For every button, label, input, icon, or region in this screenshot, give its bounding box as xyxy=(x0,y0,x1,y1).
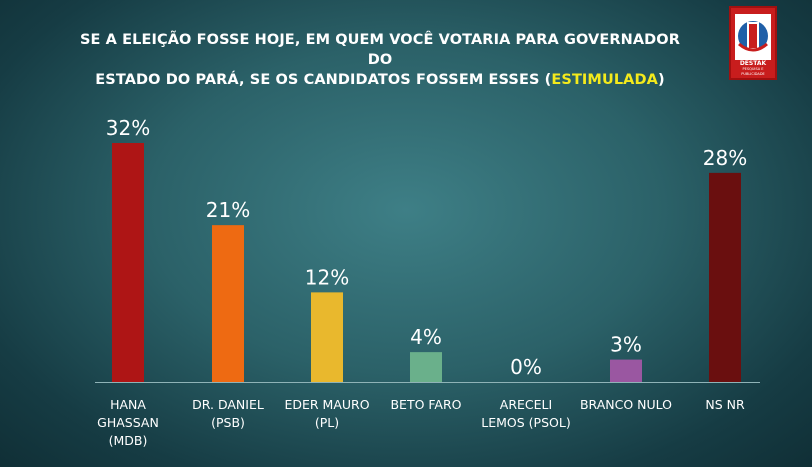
category-label-0-line-0: HANA xyxy=(110,397,146,412)
value-label-5: 3% xyxy=(610,333,642,357)
bar-0 xyxy=(112,143,144,382)
destak-logo: DESTAK PESQUISA E PUBLICIDADE xyxy=(729,6,777,80)
value-label-6: 28% xyxy=(703,146,747,170)
category-label-5-line-0: BRANCO NULO xyxy=(580,397,672,412)
logo-text: DESTAK PESQUISA E PUBLICIDADE xyxy=(731,60,775,77)
category-label-3-line-0: BETO FARO xyxy=(390,397,461,412)
bar-2 xyxy=(311,292,343,382)
chart-title-highlight: ESTIMULADA xyxy=(551,72,658,88)
bar-3 xyxy=(410,352,442,382)
category-label-0-line-2: (MDB) xyxy=(109,433,148,448)
value-label-3: 4% xyxy=(410,325,442,349)
category-label-5: BRANCO NULO xyxy=(580,397,672,412)
category-label-2: EDER MAURO (PL) xyxy=(284,397,369,430)
logo-tagline: PESQUISA E PUBLICIDADE xyxy=(741,67,765,76)
category-label-1-line-0: DR. DANIEL xyxy=(192,397,264,412)
category-label-0-line-1: GHASSAN xyxy=(97,415,159,430)
chart-title-line-1: SE A ELEIÇÃO FOSSE HOJE, EM QUEM VOCÊ VO… xyxy=(79,32,681,68)
bar-6 xyxy=(709,172,741,382)
chart-title-line-2-suffix: ) xyxy=(657,72,665,88)
category-label-4-line-1: LEMOS (PSOL) xyxy=(481,415,570,430)
category-label-2-line-0: EDER MAURO xyxy=(284,397,369,412)
bar-5 xyxy=(610,359,642,382)
logo-emblem-icon xyxy=(735,14,771,60)
value-label-2: 12% xyxy=(305,265,349,289)
logo-name: DESTAK xyxy=(739,60,767,67)
chart-title-line-2-prefix: ESTADO DO PARÁ, SE OS CANDIDATOS FOSSEM … xyxy=(95,72,552,88)
value-label-0: 32% xyxy=(106,116,150,140)
category-label-6: NS NR xyxy=(705,397,745,412)
category-label-1: DR. DANIEL (PSB) xyxy=(192,397,264,430)
category-label-4: ARECELI LEMOS (PSOL) xyxy=(481,397,570,430)
bar-1 xyxy=(212,225,244,382)
category-label-1-line-1: (PSB) xyxy=(211,415,245,430)
value-label-4: 0% xyxy=(510,355,542,379)
category-label-3: BETO FARO xyxy=(390,397,461,412)
chart-title: SE A ELEIÇÃO FOSSE HOJE, EM QUEM VOCÊ VO… xyxy=(70,30,690,90)
chart-title-line-2: ESTADO DO PARÁ, SE OS CANDIDATOS FOSSEM … xyxy=(70,70,690,90)
category-labels-group: HANA GHASSAN (MDB) DR. DANIEL (PSB) EDER MAUR… xyxy=(97,397,745,448)
category-label-0: HANA GHASSAN (MDB) xyxy=(97,397,159,448)
category-label-6-line-0: NS NR xyxy=(705,397,745,412)
value-labels-group: 32% 21% 12% 4% 0% 3% 28% xyxy=(106,116,747,379)
category-label-2-line-1: (PL) xyxy=(315,415,339,430)
bars-group xyxy=(112,143,741,382)
category-label-4-line-0: ARECELI xyxy=(500,397,552,412)
value-label-1: 21% xyxy=(206,198,250,222)
